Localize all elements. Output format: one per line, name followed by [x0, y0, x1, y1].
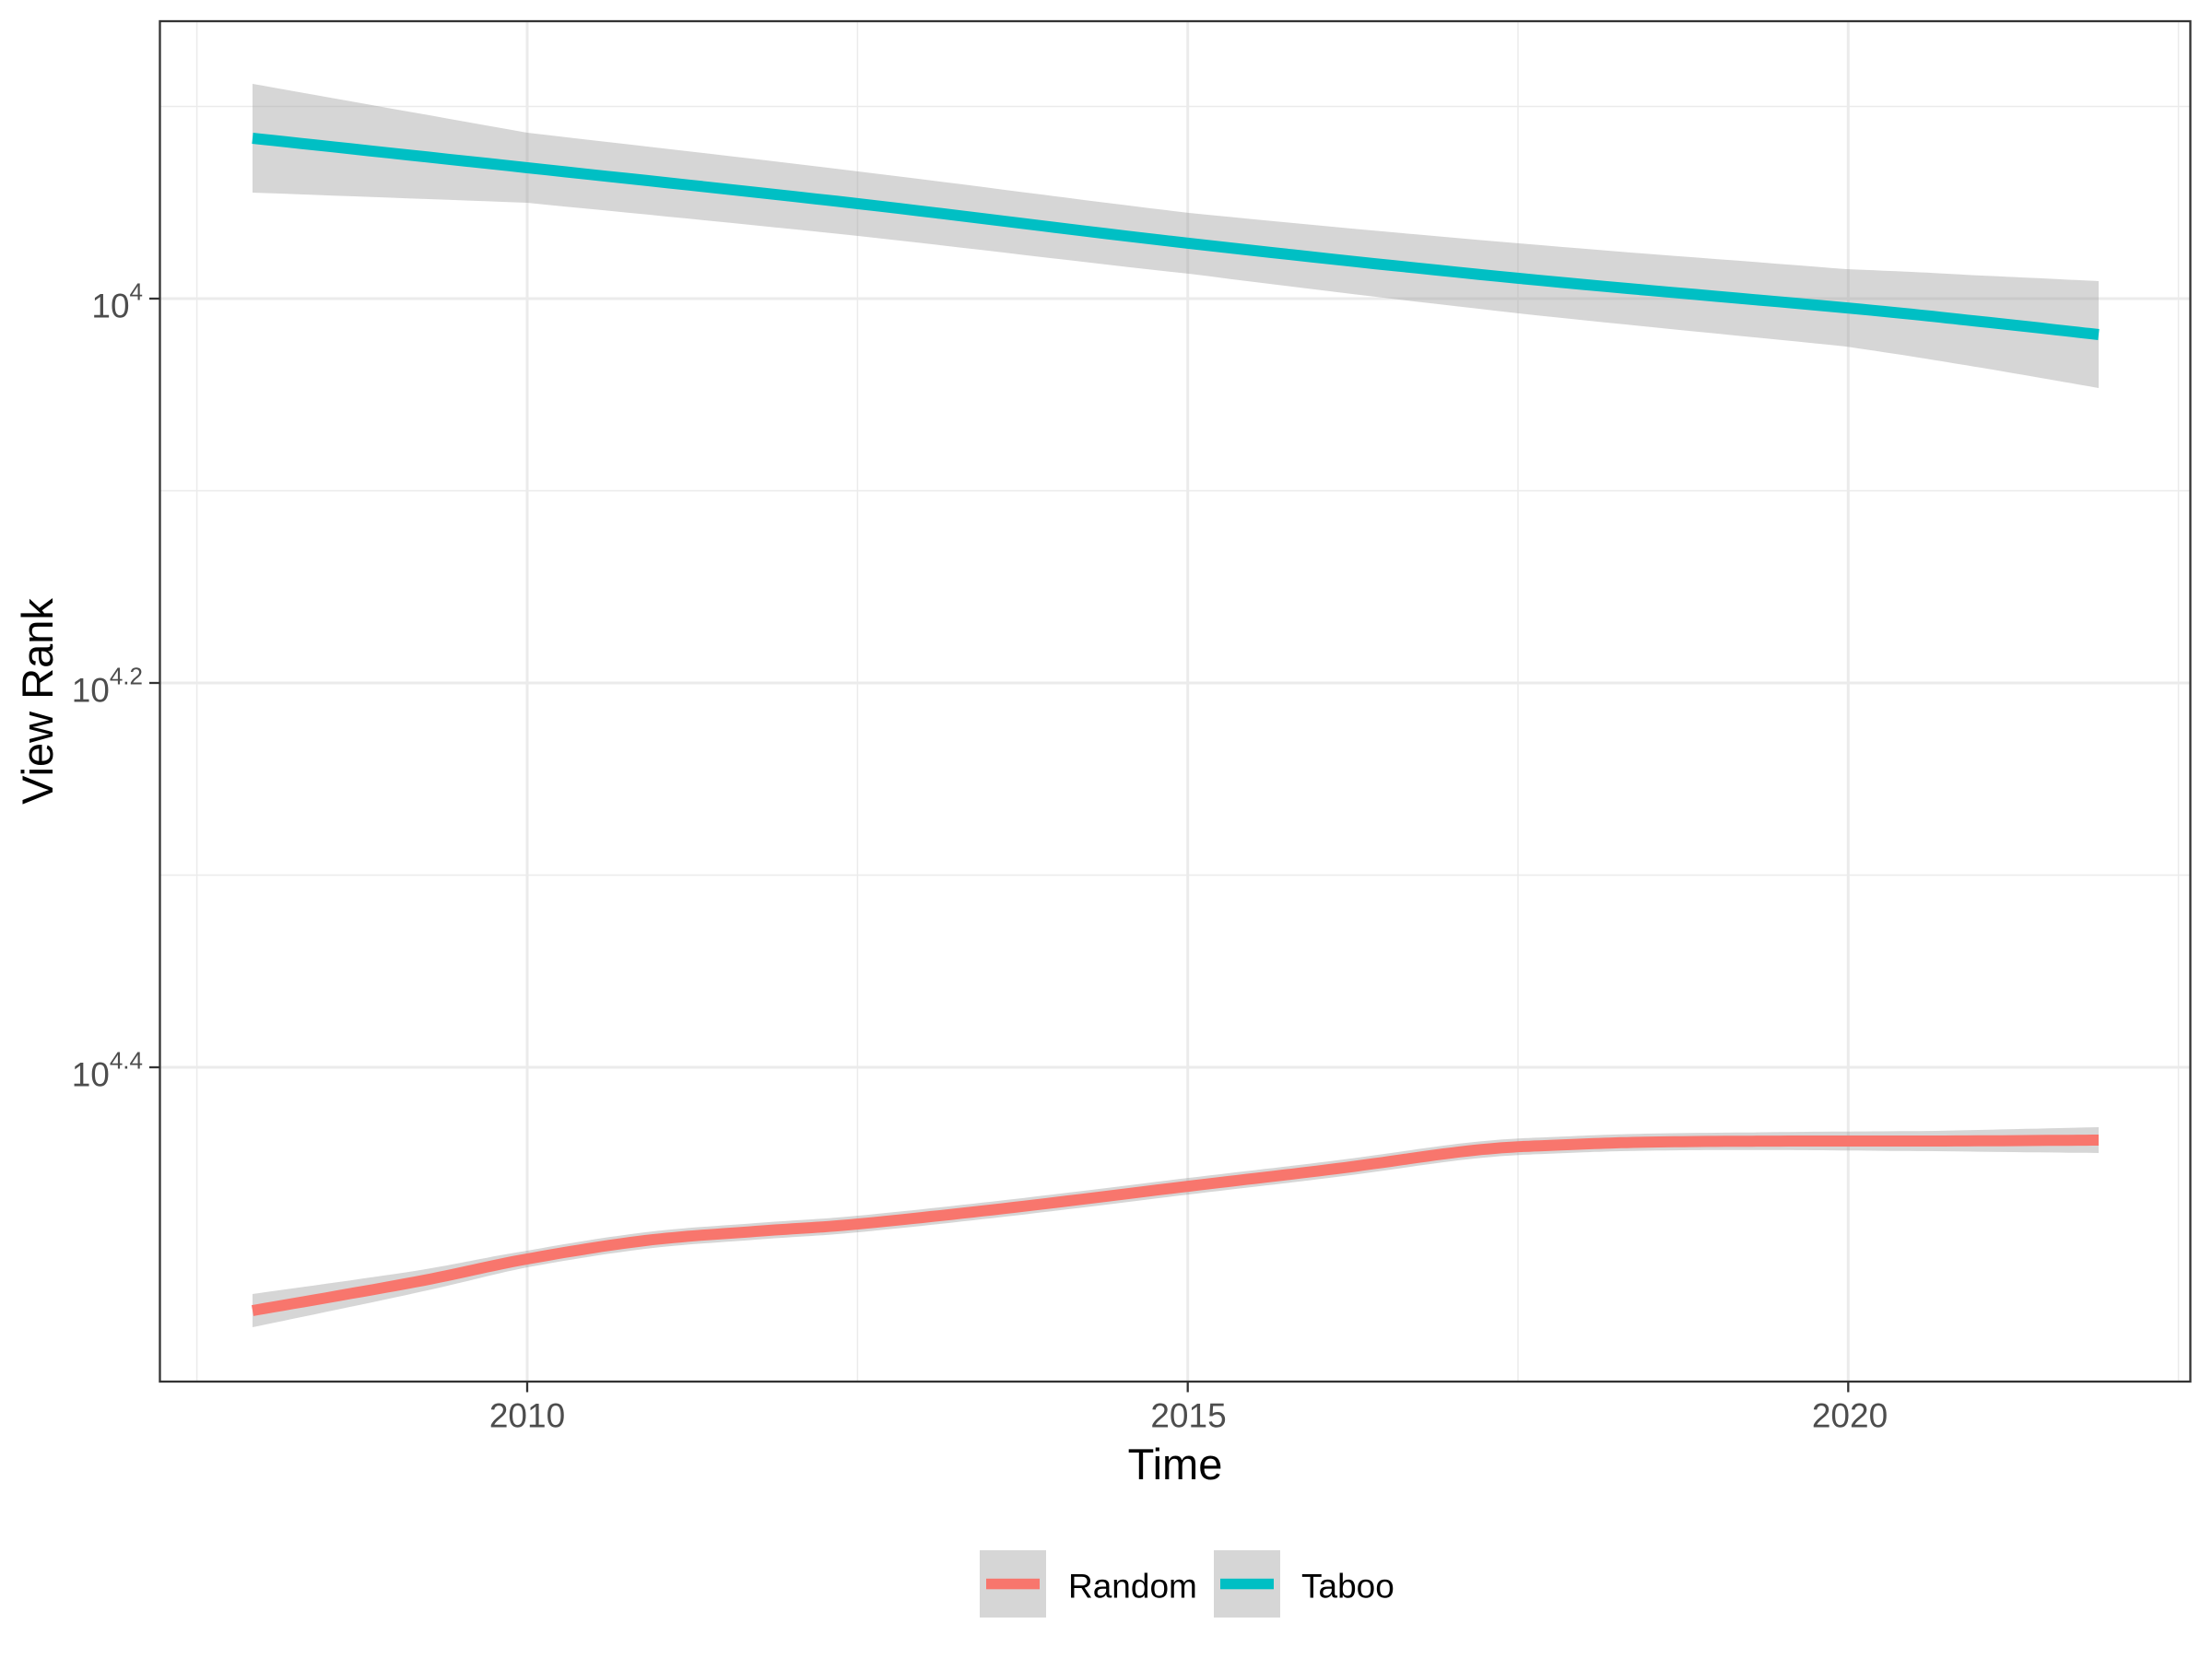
svg-text:104.2: 104.2: [72, 662, 143, 709]
svg-text:Random: Random: [1068, 1568, 1197, 1606]
svg-text:104.4: 104.4: [72, 1046, 143, 1093]
svg-text:2015: 2015: [1150, 1397, 1226, 1435]
svg-text:104: 104: [91, 277, 143, 324]
svg-text:2010: 2010: [489, 1397, 565, 1435]
svg-text:Taboo: Taboo: [1301, 1568, 1394, 1606]
svg-text:2020: 2020: [1812, 1397, 1888, 1435]
svg-text:Time: Time: [1128, 1440, 1223, 1488]
svg-text:View Rank: View Rank: [13, 598, 62, 805]
